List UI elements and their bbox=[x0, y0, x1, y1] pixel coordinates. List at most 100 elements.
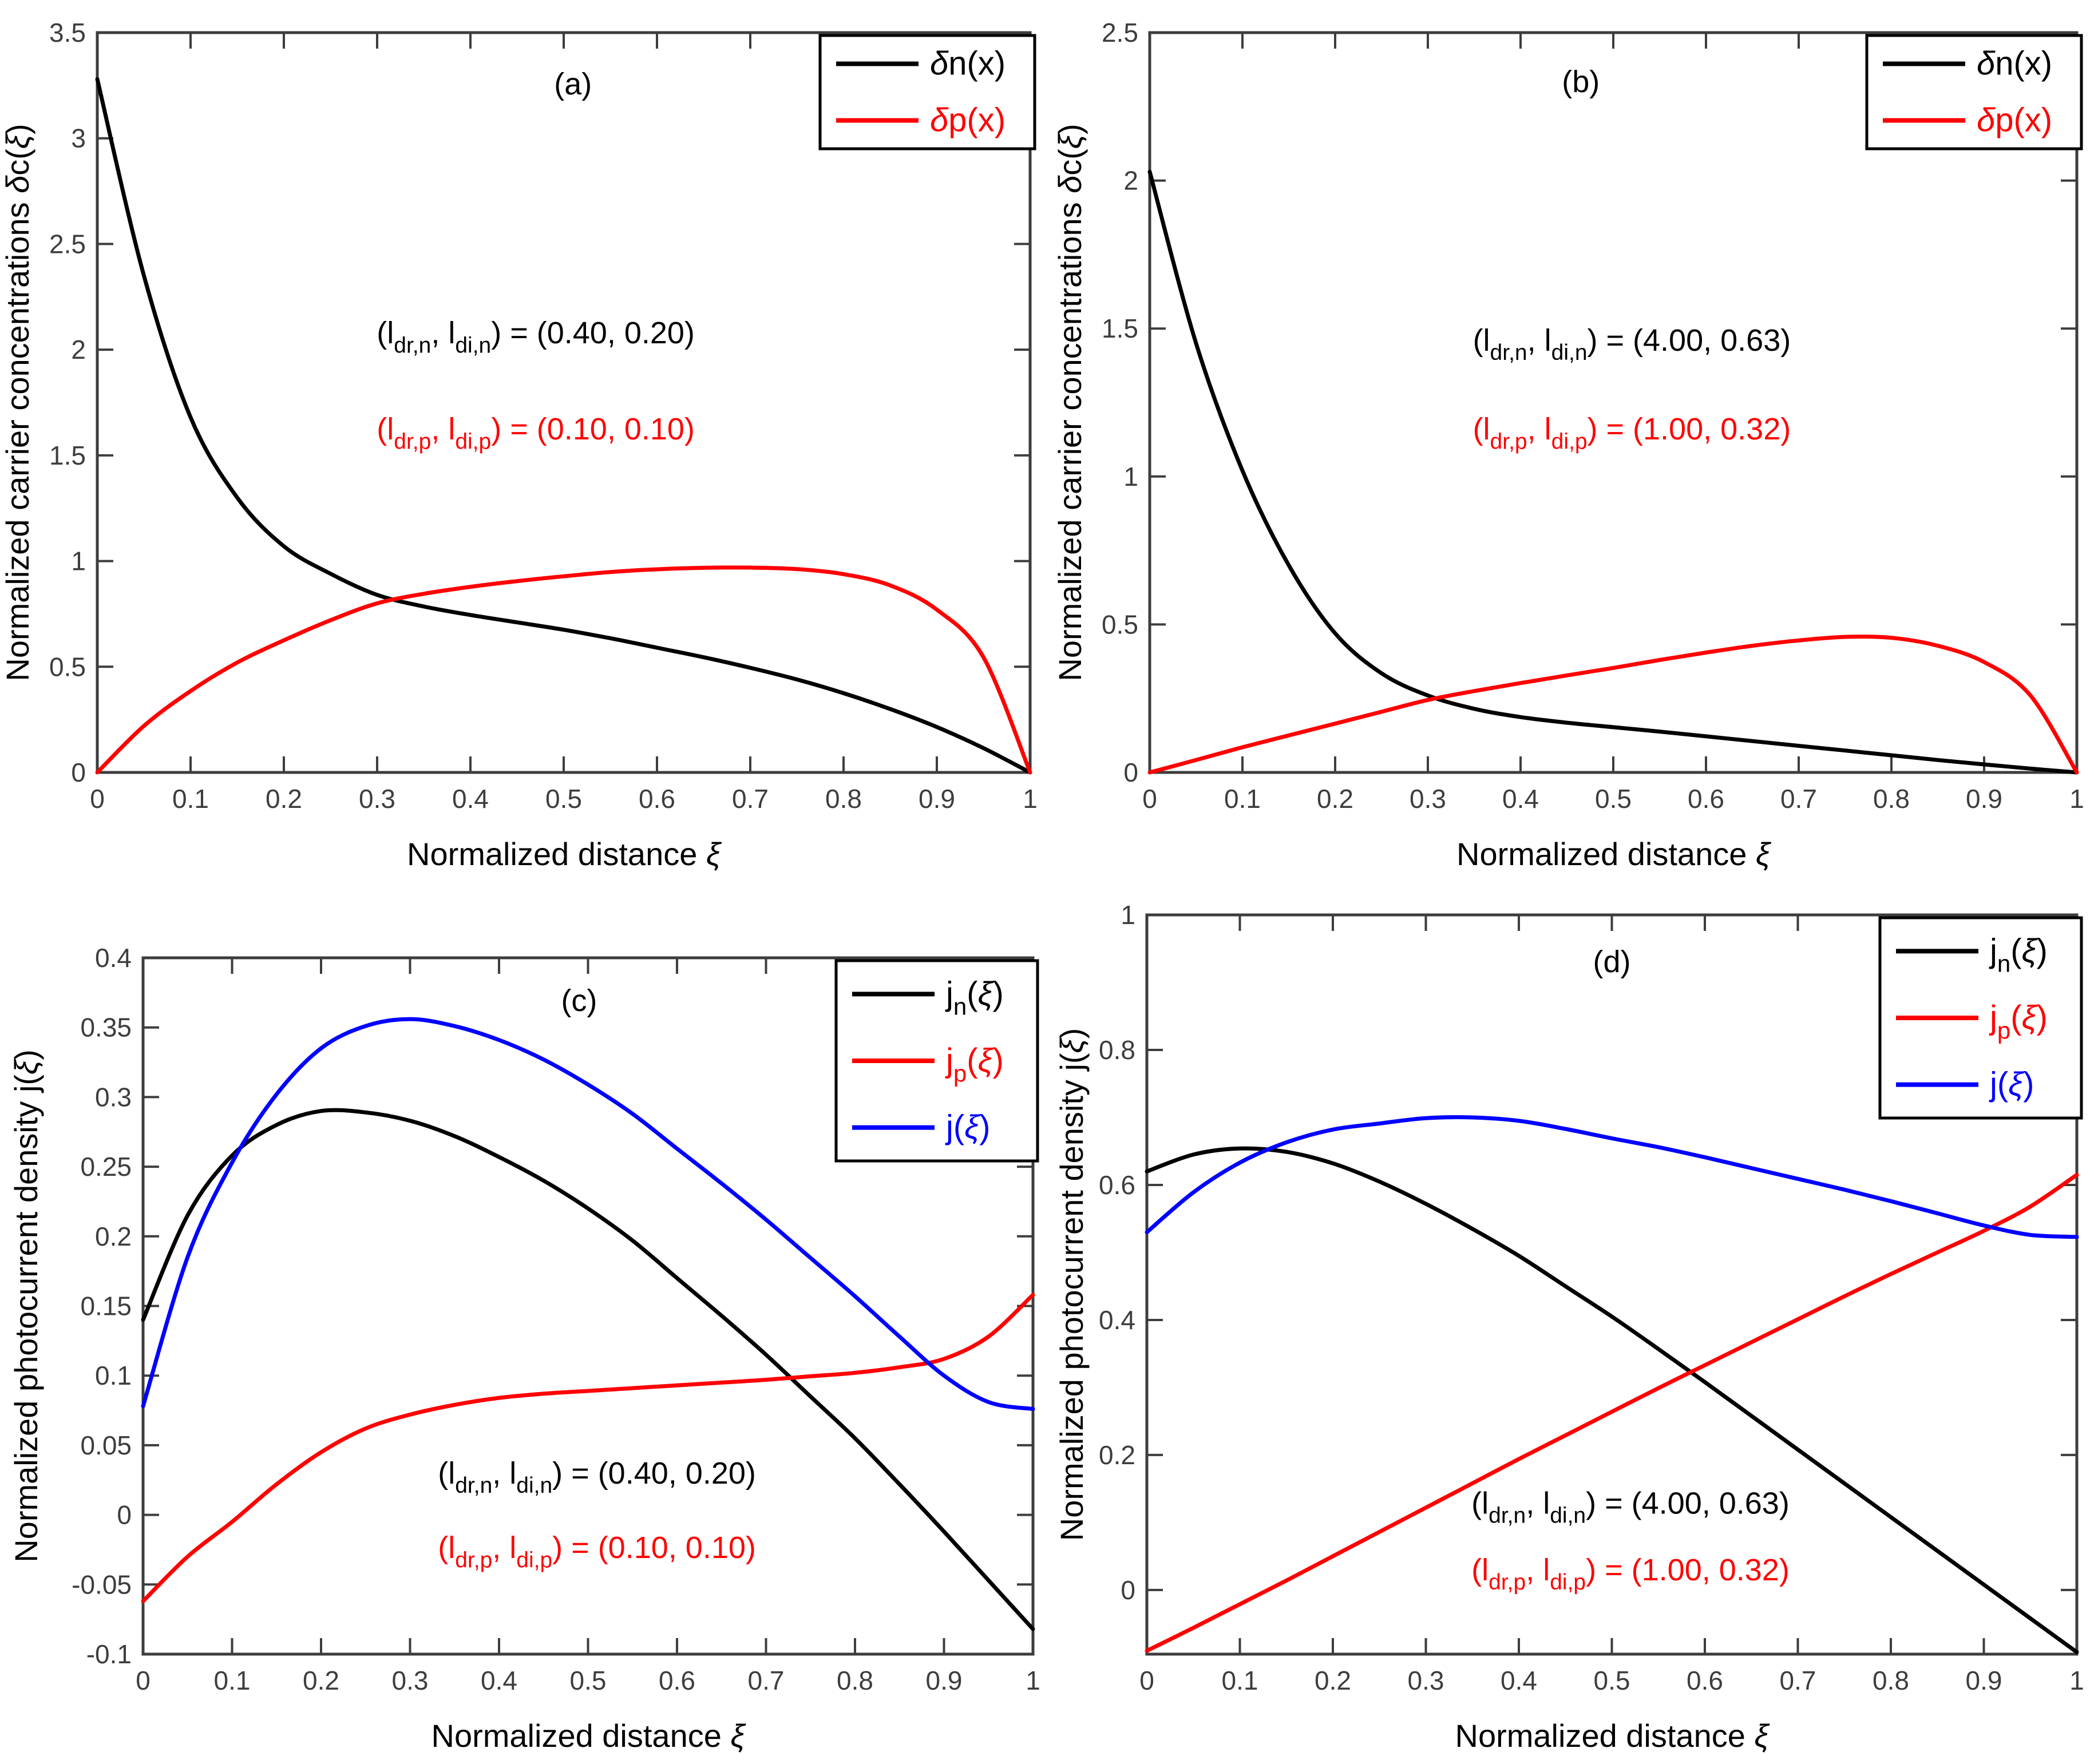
parameter-annotation: (ldr,p, ldi,p) = (1.00, 0.32) bbox=[1473, 412, 1791, 454]
series-curve bbox=[1147, 635, 2079, 775]
chart-a: 0 0.1 0.2 0.3 0.4 0.5 0.6 0.7 0.8 0.9 1 0 0.5 1 1.5 2 2.… bbox=[0, 18, 1038, 872]
x-tick-label: 0.4 bbox=[1502, 784, 1539, 814]
x-tick-label: 0.2 bbox=[266, 784, 302, 814]
y-tick-label: 2 bbox=[71, 335, 86, 364]
y-tick-label: 2.5 bbox=[49, 229, 86, 259]
legend-label: δn(x) bbox=[1977, 45, 2052, 82]
y-tick-label: 0 bbox=[1121, 1575, 1135, 1605]
x-tick-label: 0.3 bbox=[392, 1666, 429, 1695]
parameter-annotation: (ldr,p, ldi,p) = (0.10, 0.10) bbox=[377, 412, 695, 454]
y-tick-label: 0.05 bbox=[80, 1430, 132, 1460]
x-tick-label: 0.3 bbox=[359, 784, 395, 814]
x-tick-label: 0.4 bbox=[481, 1666, 517, 1695]
panel-letter: (b) bbox=[1562, 65, 1600, 99]
x-tick-label: 0.7 bbox=[1780, 1666, 1816, 1695]
x-tick-label: 0.1 bbox=[1222, 1666, 1258, 1695]
x-tick-label: 0.6 bbox=[659, 1666, 695, 1695]
x-tick-label: 0.8 bbox=[1873, 1666, 1909, 1695]
chart-c: 0 0.1 0.2 0.3 0.4 0.5 0.6 0.7 0.8 0.9 1 -0.1 -0.05 0 0… bbox=[8, 943, 1040, 1754]
panel-b-carrier-concentrations: 0 0.1 0.2 0.3 0.4 0.5 0.6 0.7 0.8 0.9 1 0 0.5 1 1.5 2 2.… bbox=[1047, 0, 2094, 881]
parameter-annotation: (ldr,n, ldi,n) = (0.40, 0.20) bbox=[377, 316, 695, 358]
x-tick-label: 0.7 bbox=[732, 784, 769, 814]
x-tick-label: 0.2 bbox=[303, 1666, 339, 1695]
chart-b: 0 0.1 0.2 0.3 0.4 0.5 0.6 0.7 0.8 0.9 1 0 0.5 1 1.5 2 2.… bbox=[1052, 18, 2084, 872]
parameter-annotation: (ldr,n, ldi,n) = (4.00, 0.63) bbox=[1471, 1486, 1790, 1528]
legend-label: δn(x) bbox=[930, 45, 1006, 82]
y-tick-label: 1.5 bbox=[49, 441, 86, 470]
x-tick-label: 1 bbox=[2069, 784, 2084, 814]
x-axis-title: Normalized distance ξ bbox=[1455, 1718, 1771, 1754]
y-tick-label: 0.5 bbox=[49, 652, 86, 681]
x-tick-label: 0.4 bbox=[1501, 1666, 1537, 1695]
y-tick-label: 0.2 bbox=[95, 1222, 132, 1251]
parameter-annotation: (ldr,p, ldi,p) = (0.10, 0.10) bbox=[438, 1531, 756, 1572]
legend-label: jn(ξ) bbox=[945, 975, 1004, 1020]
x-tick-label: 0.9 bbox=[1966, 784, 2002, 814]
x-tick-label: 0.1 bbox=[214, 1666, 251, 1695]
x-tick-label: 0.2 bbox=[1317, 784, 1353, 814]
x-tick-label: 0.8 bbox=[825, 784, 862, 814]
series-curve bbox=[1145, 1172, 2079, 1653]
x-tick-label: 0.4 bbox=[452, 784, 489, 814]
x-tick-label: 0.6 bbox=[1688, 784, 1724, 814]
x-tick-label: 1 bbox=[1023, 784, 1038, 814]
x-tick-label: 0.9 bbox=[919, 784, 955, 814]
panel-letter: (c) bbox=[561, 984, 597, 1018]
legend-label: jn(ξ) bbox=[1989, 932, 2048, 977]
x-tick-label: 0.5 bbox=[545, 784, 582, 814]
y-tick-label: 1 bbox=[71, 546, 86, 576]
x-tick-label: 0.7 bbox=[748, 1666, 785, 1695]
y-tick-label: 0.35 bbox=[80, 1013, 132, 1042]
x-tick-label: 0.8 bbox=[1873, 784, 1910, 814]
legend-label: δp(x) bbox=[1977, 102, 2052, 139]
series-curve bbox=[141, 1293, 1035, 1603]
y-tick-label: 2 bbox=[1123, 166, 1138, 196]
y-tick-label: 0 bbox=[71, 758, 86, 787]
parameter-annotation: (ldr,n, ldi,n) = (4.00, 0.63) bbox=[1473, 323, 1791, 365]
series-curve bbox=[141, 1108, 1035, 1631]
x-tick-label: 0.3 bbox=[1408, 1666, 1444, 1695]
x-tick-label: 0.2 bbox=[1315, 1666, 1351, 1695]
series-curve bbox=[1145, 1115, 2079, 1239]
y-tick-label: 0.1 bbox=[95, 1361, 132, 1390]
series-curve bbox=[1147, 169, 2079, 775]
panel-d-photocurrent-density: 0 0.1 0.2 0.3 0.4 0.5 0.6 0.7 0.8 0.9 1 0 0.2 0.4 0.6 0… bbox=[1047, 881, 2094, 1761]
panel-c-photocurrent-density: 0 0.1 0.2 0.3 0.4 0.5 0.6 0.7 0.8 0.9 1 -0.1 -0.05 0 0… bbox=[0, 881, 1047, 1761]
y-axis-title: Normalized carrier concentrations δc(ξ) bbox=[0, 124, 35, 681]
x-axis-title: Normalized distance ξ bbox=[1456, 836, 1772, 872]
y-tick-label: 0.3 bbox=[95, 1082, 132, 1112]
x-tick-label: 0.5 bbox=[1594, 1666, 1630, 1695]
y-tick-label: -0.1 bbox=[86, 1639, 132, 1669]
x-tick-label: 0.6 bbox=[639, 784, 675, 814]
x-axis-title: Normalized distance ξ bbox=[432, 1718, 747, 1754]
y-tick-label: 0.6 bbox=[1099, 1170, 1135, 1200]
y-tick-label: 1 bbox=[1123, 462, 1138, 491]
y-tick-label: -0.05 bbox=[72, 1569, 132, 1599]
chart-d: 0 0.1 0.2 0.3 0.4 0.5 0.6 0.7 0.8 0.9 1 0 0.2 0.4 0.6 0… bbox=[1054, 900, 2084, 1754]
legend-label: j(ξ) bbox=[1989, 1066, 2034, 1103]
y-tick-label: 0 bbox=[1123, 758, 1138, 787]
series-curve bbox=[95, 565, 1032, 775]
legend-label: δp(x) bbox=[930, 102, 1006, 139]
y-tick-label: 2.5 bbox=[1102, 18, 1138, 47]
panel-a-carrier-concentrations: 0 0.1 0.2 0.3 0.4 0.5 0.6 0.7 0.8 0.9 1 0 0.5 1 1.5 2 2.… bbox=[0, 0, 1047, 881]
y-tick-label: 0.8 bbox=[1099, 1035, 1135, 1065]
x-tick-label: 0.9 bbox=[926, 1666, 963, 1695]
y-axis-title: Normalized photocurrent density j(ξ) bbox=[1054, 1028, 1090, 1541]
x-tick-label: 0.9 bbox=[1966, 1666, 2002, 1695]
y-tick-label: 0.4 bbox=[95, 943, 132, 973]
y-tick-label: 3 bbox=[71, 124, 86, 153]
legend-label: jp(ξ) bbox=[1989, 999, 2048, 1044]
x-tick-label: 0 bbox=[136, 1666, 151, 1695]
parameter-annotation: (ldr,n, ldi,n) = (0.40, 0.20) bbox=[438, 1456, 756, 1498]
y-tick-label: 1 bbox=[1121, 900, 1135, 930]
legend-box bbox=[1865, 34, 2083, 150]
panel-letter: (a) bbox=[554, 67, 592, 101]
x-tick-label: 0.5 bbox=[570, 1666, 607, 1695]
y-tick-label: 0.5 bbox=[1102, 609, 1138, 639]
x-tick-label: 0 bbox=[1142, 784, 1157, 814]
x-tick-label: 0.1 bbox=[172, 784, 209, 814]
legend-label: jp(ξ) bbox=[945, 1042, 1004, 1087]
x-tick-label: 1 bbox=[2069, 1666, 2084, 1695]
